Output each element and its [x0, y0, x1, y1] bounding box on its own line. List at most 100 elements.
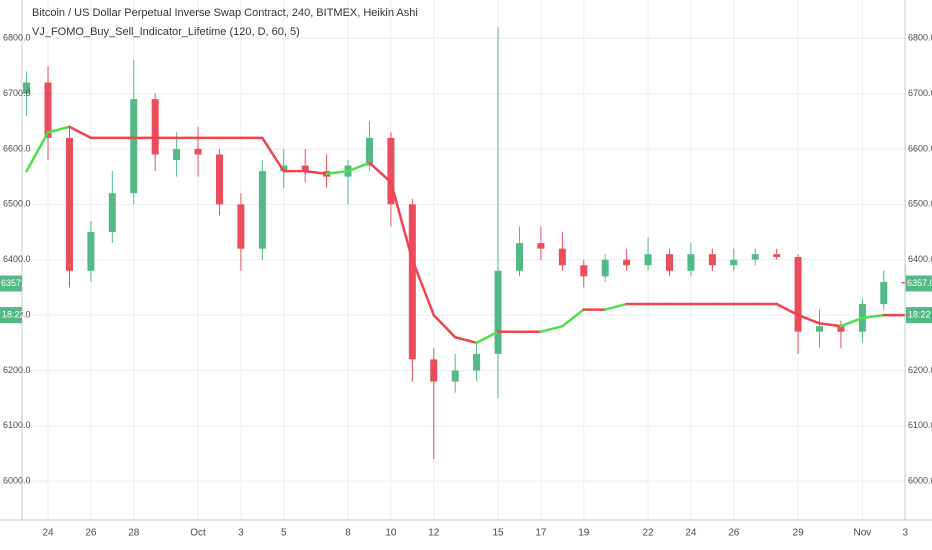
y-tick-label: 6100.0: [3, 420, 31, 430]
x-tick-label: 22: [643, 528, 655, 539]
candle-body: [194, 148, 202, 155]
candle-body: [537, 243, 545, 249]
indicator-segment: [25, 131, 50, 173]
indicator-segment: [368, 161, 393, 184]
candle-body: [473, 353, 481, 371]
indicator-segment: [432, 313, 457, 339]
countdown-label: 18:22: [2, 309, 25, 319]
x-tick-label: 3: [902, 528, 908, 539]
candle-body: [751, 254, 759, 260]
y-tick-label: 6500.0: [908, 199, 932, 209]
y-tick-label: 6000.0: [908, 476, 932, 486]
indicator-segment: [861, 313, 886, 320]
last-price-box: [906, 275, 932, 292]
y-tick-label: 6200.0: [3, 365, 31, 375]
x-tick-label: Nov: [853, 528, 871, 539]
candle-body: [794, 256, 802, 332]
indicator-segment: [325, 169, 350, 176]
labels: 6000.06000.06100.06100.06200.06200.06300…: [0, 33, 932, 539]
indicator-segment: [389, 180, 414, 261]
candle-body: [494, 270, 502, 354]
indicator-segment: [68, 125, 93, 140]
y-tick-label: 6600.0: [908, 143, 932, 153]
indicator-line: [25, 125, 907, 345]
indicator-segment: [261, 136, 286, 173]
y-tick-label: 6500.0: [3, 199, 31, 209]
candle-body: [687, 254, 695, 271]
indicator-title: VJ_FOMO_Buy_Sell_Indicator_Lifetime (120…: [32, 26, 300, 38]
candle-body: [301, 165, 309, 172]
x-tick-label: 24: [685, 528, 697, 539]
x-tick-label: 3: [238, 528, 244, 539]
candle-body: [130, 99, 138, 194]
candle-body: [108, 193, 116, 233]
candle-body: [65, 137, 73, 271]
indicator-segment: [453, 336, 478, 345]
y-tick-label: 6800.0: [3, 33, 31, 43]
indicator-segment: [46, 125, 71, 134]
last-price-label: 6357.0: [1, 278, 29, 288]
x-tick-label: 12: [428, 528, 440, 539]
indicator-segment: [839, 316, 864, 328]
indicator-segment: [411, 258, 436, 317]
x-tick-label: Oct: [190, 528, 206, 539]
candle-body: [87, 232, 95, 271]
indicator-segment: [796, 313, 821, 325]
candle-body: [258, 171, 266, 249]
candle-body: [44, 82, 52, 138]
x-tick-label: 26: [728, 528, 740, 539]
indicator-segment: [775, 302, 800, 317]
candle-body: [708, 254, 716, 266]
indicator-segment: [603, 302, 628, 311]
indicator-segment: [539, 324, 564, 333]
candle-body: [837, 326, 845, 332]
candle-body: [387, 137, 395, 205]
y-tick-label: 6100.0: [908, 420, 932, 430]
x-tick-label: 8: [345, 528, 351, 539]
x-tick-label: 28: [128, 528, 140, 539]
indicator-segment: [818, 322, 843, 328]
candle-body: [580, 265, 588, 277]
candle-body: [601, 259, 609, 277]
last-price-label: 6357.0: [907, 278, 932, 288]
y-tick-label: 6400.0: [908, 254, 932, 264]
candle-body: [23, 82, 31, 94]
x-tick-label: 10: [385, 528, 397, 539]
y-tick-label: 6800.0: [908, 33, 932, 43]
y-tick-label: 6400.0: [3, 254, 31, 264]
indicator-segment: [475, 330, 500, 345]
y-tick-label: 6200.0: [908, 365, 932, 375]
y-tick-label: 6700.0: [908, 88, 932, 98]
x-tick-label: 17: [535, 528, 547, 539]
candle-body: [173, 148, 181, 161]
candle-body: [215, 154, 223, 205]
x-tick-label: 29: [793, 528, 805, 539]
candle-body: [816, 326, 824, 332]
last-price-box: [0, 275, 22, 292]
candle-body: [451, 370, 459, 382]
candle-body: [558, 248, 566, 266]
candle-body: [151, 99, 159, 155]
x-tick-label: 5: [281, 528, 287, 539]
candle-body: [644, 254, 652, 266]
countdown-label: 18:22: [908, 309, 931, 319]
candle-body: [280, 165, 288, 172]
indicator-segment: [346, 161, 371, 173]
candle-body: [773, 254, 781, 257]
countdown-box: [0, 307, 22, 324]
candle-body: [623, 259, 631, 266]
indicator-segment: [303, 169, 328, 176]
candle-body: [730, 259, 738, 266]
candle-body: [515, 243, 523, 271]
x-tick-label: 26: [85, 528, 97, 539]
candle-body: [430, 359, 438, 382]
indicator-segment: [561, 308, 586, 328]
x-tick-label: 15: [492, 528, 504, 539]
candle-body: [365, 137, 373, 166]
y-tick-label: 6600.0: [3, 143, 31, 153]
countdown-box: [906, 307, 932, 324]
candle-body: [408, 204, 416, 360]
chart-title: Bitcoin / US Dollar Perpetual Inverse Sw…: [32, 7, 418, 19]
